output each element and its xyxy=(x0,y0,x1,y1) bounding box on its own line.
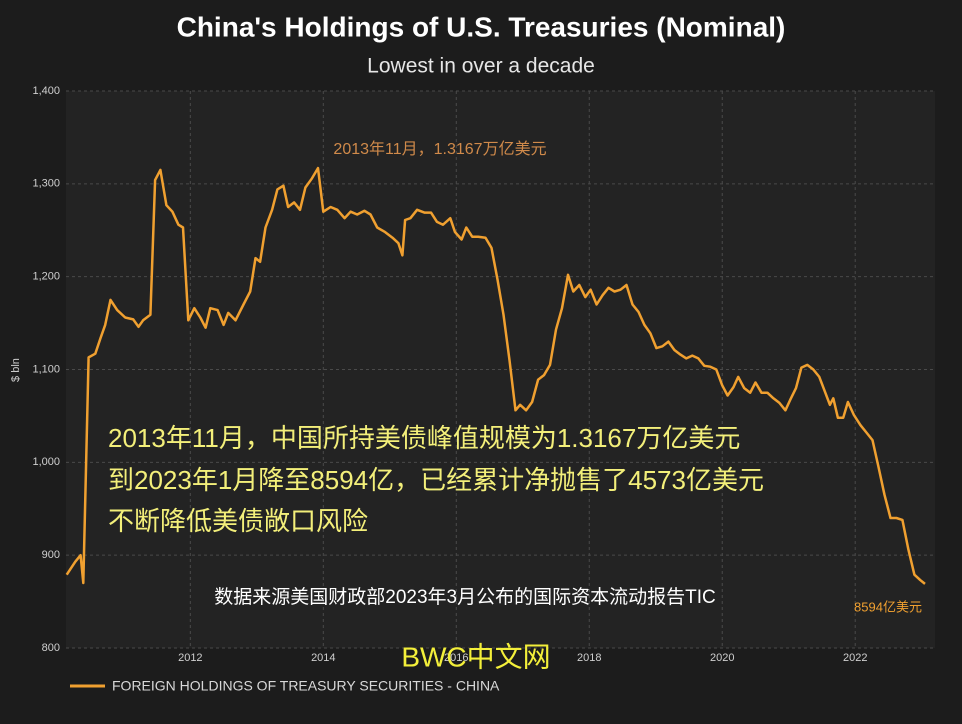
data-line xyxy=(65,166,926,585)
x-tick-label: 2016 xyxy=(444,652,468,664)
y-tick-label: 1,300 xyxy=(32,178,60,190)
annotation: 2013年11月，1.3167万亿美元 xyxy=(333,140,546,158)
annotation: 数据来源美国财政部2023年3月公布的国际资本流动报告TIC xyxy=(214,586,715,608)
legend-label: FOREIGN HOLDINGS OF TREASURY SECURITIES … xyxy=(112,678,500,694)
y-tick-label: 1,100 xyxy=(32,363,60,375)
x-tick-label: 2022 xyxy=(843,652,867,664)
x-tick-label: 2020 xyxy=(710,652,734,664)
y-tick-label: 1,000 xyxy=(32,456,60,468)
x-tick-label: 2014 xyxy=(311,652,335,664)
chart-title: China's Holdings of U.S. Treasuries (Nom… xyxy=(177,11,786,42)
y-tick-label: 900 xyxy=(42,549,60,561)
annotation: 2013年11月，中国所持美债峰值规模为1.3167万亿美元 xyxy=(108,423,740,453)
y-tick-label: 800 xyxy=(42,642,60,654)
x-tick-label: 2012 xyxy=(178,652,202,664)
chart-subtitle: Lowest in over a decade xyxy=(367,55,595,78)
annotation: 8594亿美元 xyxy=(854,599,922,614)
y-axis-label: $ bln xyxy=(10,358,22,382)
y-tick-label: 1,400 xyxy=(32,85,60,97)
annotation: 到2023年1月降至8594亿，已经累计净抛售了4573亿美元 xyxy=(108,465,764,495)
y-tick-label: 1,200 xyxy=(32,271,60,283)
annotation: 不断降低美债敞口风险 xyxy=(108,506,368,536)
annotation: BWC中文网 xyxy=(401,641,550,672)
x-tick-label: 2018 xyxy=(577,652,601,664)
